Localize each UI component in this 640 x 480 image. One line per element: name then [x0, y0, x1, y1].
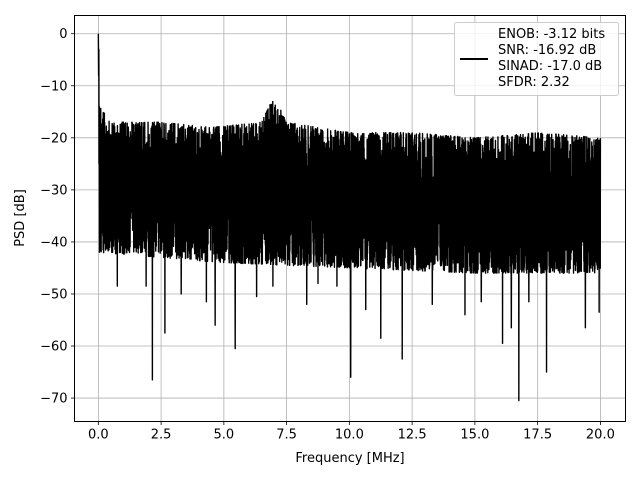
- x-tick-label: 5.0: [214, 428, 235, 443]
- legend-entry-enob: ENOB: -3.12 bits: [498, 27, 605, 42]
- y-tick-label: −70: [40, 392, 67, 407]
- y-tick-label: −50: [40, 287, 67, 302]
- y-tick-label: 0: [59, 27, 67, 42]
- legend-entry-snr: SNR: -16.92 dB: [498, 43, 596, 58]
- x-tick-label: 20.0: [586, 428, 615, 443]
- y-axis-label: PSD [dB]: [13, 189, 28, 247]
- plot-frame: [74, 15, 626, 422]
- x-tick-label: 2.5: [151, 428, 172, 443]
- x-tick-label: 17.5: [523, 428, 552, 443]
- x-tick-label: 10.0: [335, 428, 364, 443]
- y-tick-label: −30: [40, 183, 67, 198]
- y-ticks: 0 −10 −20 −30 −40 −50 −60 −70: [40, 27, 75, 407]
- x-tick-label: 0.0: [88, 428, 109, 443]
- y-tick-label: −20: [40, 131, 67, 146]
- x-tick-label: 7.5: [276, 428, 297, 443]
- series-line: [97, 33, 602, 402]
- legend-box: [454, 22, 619, 96]
- x-axis-label: Frequency [MHz]: [295, 451, 404, 466]
- legend: ENOB: -3.12 bits SNR: -16.92 dB SINAD: -…: [454, 22, 619, 96]
- legend-entry-sfdr: SFDR: 2.32: [498, 75, 570, 90]
- series-psd: [97, 33, 602, 402]
- legend-entry-sinad: SINAD: -17.0 dB: [498, 59, 602, 74]
- y-tick-label: −60: [40, 340, 67, 355]
- x-tick-label: 15.0: [460, 428, 489, 443]
- y-tick-label: −10: [40, 79, 67, 94]
- x-tick-label: 12.5: [398, 428, 427, 443]
- y-tick-label: −40: [40, 235, 67, 250]
- x-ticks: 0.0 2.5 5.0 7.5 10.0 12.5 15.0 17.5 20.0: [88, 421, 615, 443]
